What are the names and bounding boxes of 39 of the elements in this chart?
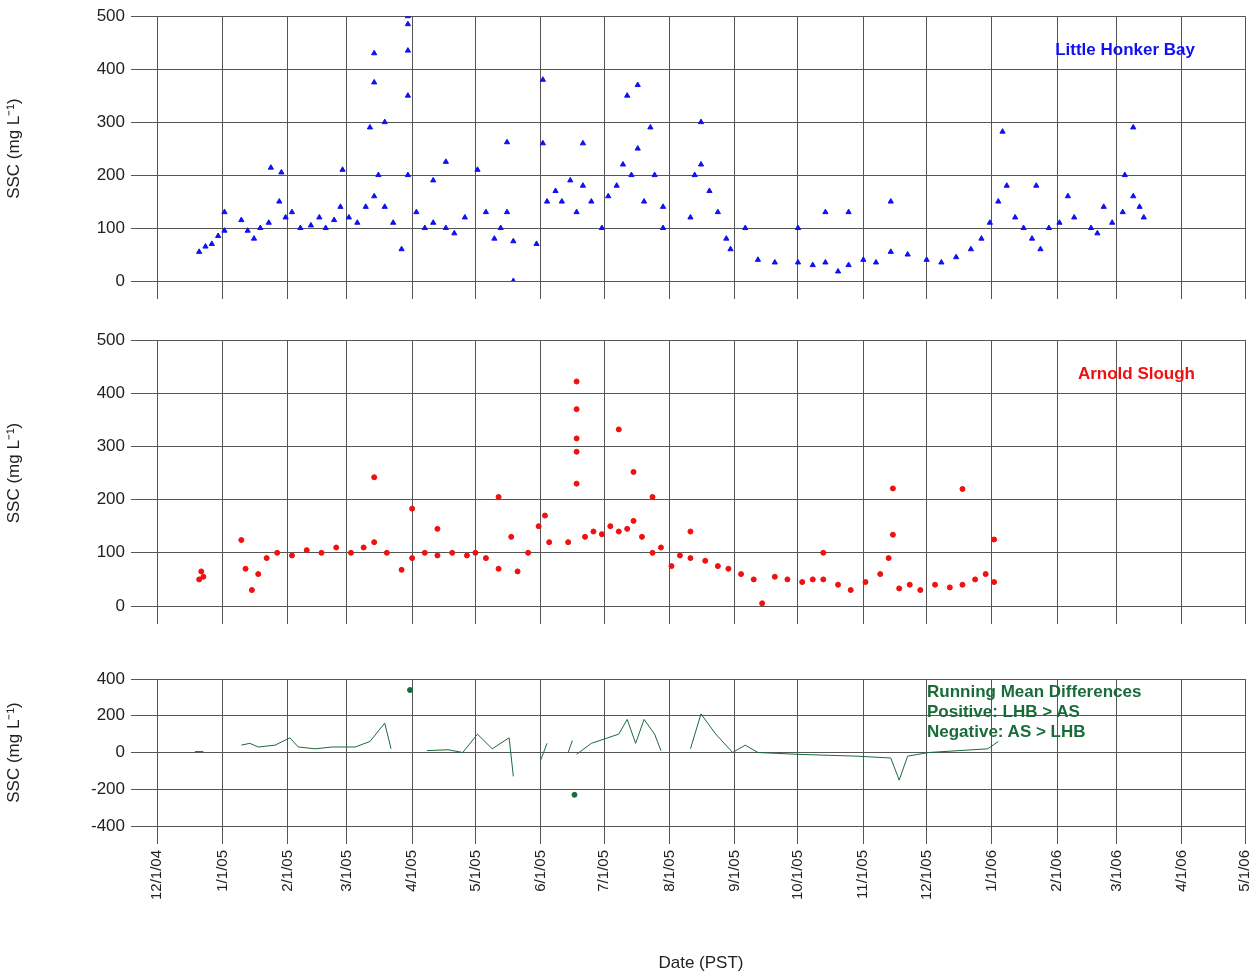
x-tick-label: 2/1/06 xyxy=(1047,850,1065,892)
x-tick-label: 4/1/06 xyxy=(1171,850,1189,892)
y-tick-label: -400 xyxy=(90,815,125,835)
y-tick-label: 500 xyxy=(96,329,125,349)
x-tick-label: 12/1/04 xyxy=(147,850,165,901)
x-tick-label: 12/1/05 xyxy=(916,850,934,901)
x-tick-label: 4/1/05 xyxy=(402,850,420,892)
y-tick-label: 0 xyxy=(115,595,125,615)
x-tick-label: 5/1/06 xyxy=(1235,850,1253,892)
x-tick-label: 3/1/05 xyxy=(336,850,354,892)
x-axis-title: Date (PST) xyxy=(658,953,744,973)
y-tick-label: 200 xyxy=(96,489,125,509)
y-tick-label: 400 xyxy=(96,58,125,78)
y-tick-label: 100 xyxy=(96,217,125,237)
y-tick-label: 0 xyxy=(115,742,125,762)
x-tick-label: 1/1/05 xyxy=(212,850,230,892)
y-tick-label: 300 xyxy=(96,436,125,456)
y-tick-label: -200 xyxy=(90,778,125,798)
y-axis-title: SSC (mg L⁻¹) xyxy=(3,702,23,803)
y-axis-title: SSC (mg L⁻¹) xyxy=(3,98,23,199)
y-tick-label: 200 xyxy=(96,705,125,725)
x-tick-label: 8/1/05 xyxy=(659,850,677,892)
y-tick-label: 500 xyxy=(96,5,125,25)
y-axis-title: SSC (mg L⁻¹) xyxy=(3,422,23,524)
x-tick-label: 3/1/06 xyxy=(1106,850,1124,892)
x-tick-label: 6/1/05 xyxy=(530,850,548,892)
x-tick-label: 1/1/06 xyxy=(982,850,1000,892)
x-tick-label: 7/1/05 xyxy=(594,850,612,892)
x-tick-label: 11/1/05 xyxy=(853,850,871,899)
y-tick-label: 400 xyxy=(96,668,125,688)
y-tick-label: 0 xyxy=(115,270,125,290)
y-tick-label: 300 xyxy=(96,111,125,131)
x-tick-label: 10/1/05 xyxy=(788,850,806,901)
y-tick-label: 400 xyxy=(96,382,125,402)
y-tick-label: 200 xyxy=(96,164,125,184)
x-tick-label: 2/1/05 xyxy=(277,850,295,892)
x-tick-label: 5/1/05 xyxy=(465,850,483,892)
x-tick-label: 9/1/05 xyxy=(724,850,742,892)
y-tick-label: 100 xyxy=(96,542,125,562)
